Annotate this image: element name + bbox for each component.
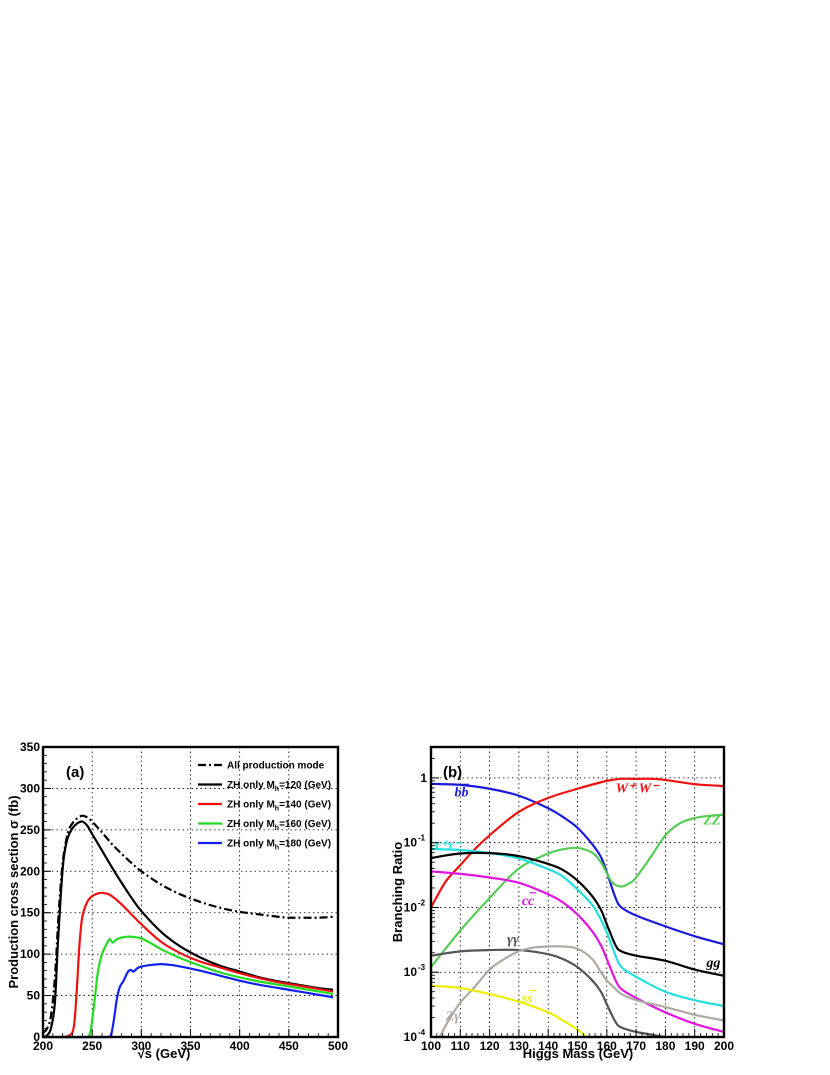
panel-b-label: (b) [443,764,462,781]
legend-entry-zh-only-m-h-180-gev: ZH only Mh=180 (GeV) [227,839,331,852]
series-line-w-w [431,777,724,908]
y-tick-exponent: -3 [418,963,426,972]
panel-a-grid [43,747,338,1037]
y-tick-label: 50 [27,989,41,1003]
series-line-bb [431,782,724,946]
x-tick-label: 110 [451,1039,471,1053]
y-tick-exponent: -1 [418,834,426,843]
panel-a-ticks: 200 250 300 350 400 450 500 0 50 100 150 200 250 300 3… [20,740,348,1053]
legend-entry-zh-only-m-h-120-gev: ZH only Mh=120 (GeV) [227,780,331,793]
x-tick-label: 300 [131,1039,151,1053]
x-tick-label: 200 [714,1039,734,1053]
x-tick-label: 450 [279,1039,299,1053]
y-tick-label: 250 [20,823,40,837]
x-tick-label: 170 [626,1039,646,1053]
legend-entry-all-production-mode: All production mode [227,761,325,772]
x-tick-label: 180 [655,1039,675,1053]
x-tick-label: 150 [567,1039,587,1053]
x-tick-label: 250 [82,1039,102,1053]
curve-label-label: γγ [507,932,519,947]
curve-label-gg: gg [705,956,720,971]
x-tick-label: 500 [328,1039,348,1053]
panel-b-xlabel: Higgs Mass (GeV) [523,1046,634,1061]
y-tick-label: 350 [20,740,40,754]
y-tick-label: 200 [20,864,40,878]
series-line-zh-only-m-h-120-gev [42,820,334,1039]
y-tick-label: 10 [404,836,418,850]
series-line-zz [431,813,724,968]
y-tick-label: 100 [20,947,40,961]
panel-a-curves [42,814,334,1039]
series-line-cc [431,870,724,1033]
y-tick-label: 10 [404,900,418,914]
panel-a-cross-section: 200 250 300 350 400 450 500 0 50 100 150 200 250 300 3… [6,740,348,1061]
y-tick-exponent: -2 [418,898,426,907]
y-tick-label: 10 [404,965,418,979]
curve-label-w-w: W⁺ W⁻ [616,781,661,796]
y-tick-label: 10 [404,1030,418,1044]
panel-a-label: (a) [66,764,84,781]
y-tick-exponent: -4 [418,1028,426,1037]
panel-b-ylabel: Branching Ratio [390,842,405,942]
y-tick-label: 0 [33,1030,40,1044]
series-line-curve [431,948,666,1037]
legend-entry-zh-only-m-h-140-gev: ZH only Mh=140 (GeV) [227,800,331,813]
curve-label-z: Zγ [445,1009,461,1024]
panel-b-grid [431,747,724,1037]
x-tick-label: 400 [230,1039,250,1053]
series-line-zh-only-m-h-180-gev [42,962,334,1039]
x-tick-label: 350 [180,1039,200,1053]
series-line-zh-only-m-h-140-gev [42,891,334,1039]
panel-a-legend: All production mode ZH only Mh=120 (GeV) Z… [198,761,331,852]
series-line-ss [431,984,588,1037]
curve-label-cc: cc [522,894,535,909]
series-line-curve [431,847,724,1008]
panel-a-xlabel: √s (GeV) [138,1046,191,1061]
curve-label-bb: bb [454,785,468,800]
curve-label-label: τ⁺τ⁻ [434,839,463,854]
legend-entry-zh-only-m-h-160-gev: ZH only Mh=160 (GeV) [227,819,331,832]
curve-label-ss: ss [521,992,533,1007]
x-tick-label: 190 [685,1039,705,1053]
x-tick-label: 140 [538,1039,558,1053]
curve-label-zz: ZZ [702,814,721,829]
y-tick-label: 300 [20,781,40,795]
x-tick-label: 100 [421,1039,441,1053]
y-tick-label: 150 [20,906,40,920]
series-line-gg [431,851,724,977]
x-tick-label: 200 [33,1039,53,1053]
panel-a-ylabel: Production cross section σ (fb) [6,795,21,988]
series-line-zh-only-m-h-160-gev [42,935,334,1039]
series-line-z [438,945,724,1037]
x-tick-label: 160 [597,1039,617,1053]
panel-b-curves [431,777,724,1037]
x-tick-label: 120 [480,1039,500,1053]
panel-b-curve-labels: bb W⁺ W⁻ ZZ τ⁺τ⁻ cc gg γγ Zγ ss [434,781,721,1024]
x-tick-label: 130 [509,1039,529,1053]
y-tick-label: 1 [420,771,427,785]
